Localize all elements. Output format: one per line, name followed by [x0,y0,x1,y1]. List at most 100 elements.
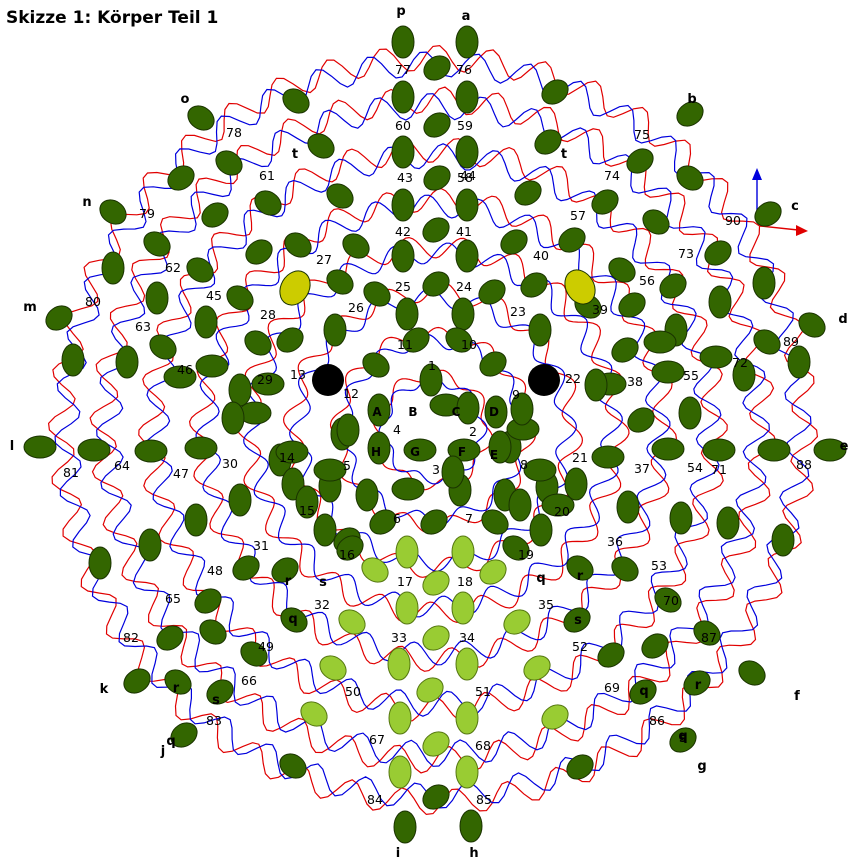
bead-number-6: 6 [393,511,401,526]
dark-green-bead [611,556,639,582]
dark-green-bead [326,183,354,209]
bead-number-76: 76 [456,62,472,77]
dark-green-bead [307,133,335,159]
inner-letter-C: C [452,405,461,419]
bead-number-59: 59 [457,118,473,133]
bead-number-5: 5 [343,458,351,473]
bead-number-34: 34 [459,630,475,645]
dark-green-bead [693,620,721,646]
dark-green-bead [676,165,704,191]
dark-green-bead [738,660,766,686]
bead-number-77: 77 [395,62,411,77]
marker-letter-q: q [288,612,297,627]
bead-number-1: 1 [428,358,436,373]
bead-number-19: 19 [518,547,534,562]
dark-green-bead [651,437,685,461]
bead-number-67: 67 [369,732,385,747]
bead-number-40: 40 [533,248,549,263]
bead-number-22: 22 [565,371,581,386]
dark-green-bead [336,535,364,561]
dark-green-bead [455,188,479,222]
bead-number-79: 79 [139,206,155,221]
blue-thread-ring [96,93,770,767]
dark-green-bead [313,513,337,547]
dark-green-bead [184,503,208,537]
dark-green-bead [101,251,125,285]
dark-green-bead [455,239,479,273]
bead-number-39: 39 [592,302,608,317]
dark-green-bead [584,368,608,402]
outer-label-c: c [791,199,799,214]
bead-number-88: 88 [796,457,812,472]
bead-number-20: 20 [554,504,570,519]
dark-green-bead [99,199,127,225]
light-green-bead [387,647,411,681]
outer-label-d: d [838,312,847,327]
dark-green-bead [284,232,312,258]
bead-number-18: 18 [457,574,473,589]
dark-green-bead [156,625,184,651]
bead-number-31: 31 [253,538,269,553]
dark-green-bead [488,430,512,464]
dark-green-bead [215,150,243,176]
dark-green-bead [336,413,360,447]
blue-thread-ring [144,143,722,717]
bead-number-83: 83 [206,713,222,728]
dark-green-bead [611,337,639,363]
bead-number-12: 12 [343,386,359,401]
light-green-bead [300,701,328,727]
outer-label-f: f [794,689,800,704]
dark-green-bead [753,329,781,355]
bead-number-30: 30 [222,456,238,471]
dark-green-bead [391,25,415,59]
dark-green-bead [627,407,655,433]
dark-green-bead [608,257,636,283]
dark-green-bead [534,129,562,155]
dark-green-bead [326,269,354,295]
dark-green-bead [669,501,693,535]
light-green-bead [388,755,412,789]
light-green-bead [455,701,479,735]
dark-green-bead [541,493,575,517]
bead-number-35: 35 [538,597,554,612]
dark-green-bead [787,345,811,379]
marker-letter-s: s [679,731,687,746]
dark-green-bead [362,352,390,378]
marker-letter-q: q [166,734,175,749]
bead-number-49: 49 [258,639,274,654]
bead-number-52: 52 [572,639,588,654]
dark-green-bead [676,101,704,127]
dark-green-bead [391,135,415,169]
bead-number-42: 42 [395,224,411,239]
light-green-bead [388,701,412,735]
bead-number-50: 50 [345,684,361,699]
outer-label-g: g [697,759,706,774]
bead-number-54: 54 [687,460,703,475]
dark-green-bead [455,80,479,114]
dark-green-bead [77,438,111,462]
blue-arrow-icon [752,168,762,180]
outer-label-e: e [840,439,849,454]
blue-thread-ring [195,194,671,666]
dark-green-bead [441,455,465,489]
bead-number-41: 41 [456,224,472,239]
dark-green-bead [564,467,588,501]
bead-number-60: 60 [395,118,411,133]
light-green-bead [455,755,479,789]
dark-green-bead [502,535,530,561]
inner-letter-H: H [371,445,381,459]
red-arrow-icon [796,225,808,236]
dark-green-bead [455,25,479,59]
bead-layer [23,25,847,844]
marker-letter-t: t [561,147,567,162]
dark-green-bead [391,477,425,501]
inner-letter-F: F [458,445,466,459]
bead-number-26: 26 [348,300,364,315]
dark-green-bead [138,528,162,562]
dark-green-bead [422,271,450,297]
dark-green-bead [145,281,169,315]
dark-green-bead [642,209,670,235]
bead-number-3: 3 [432,462,440,477]
dark-green-bead [455,135,479,169]
